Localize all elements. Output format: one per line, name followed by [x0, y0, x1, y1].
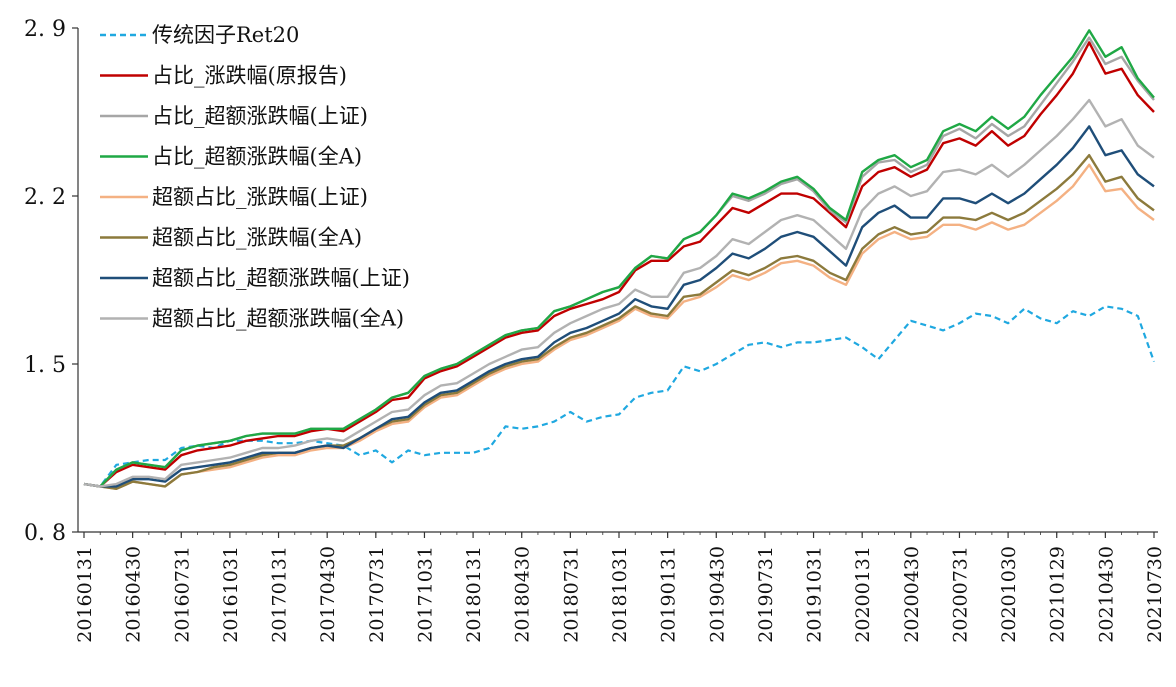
- series-layer: [83, 29, 1156, 490]
- legend-label: 超额占比_超额涨跌幅(全A): [152, 307, 404, 331]
- x-tick-label: 20160731: [171, 546, 193, 643]
- series-line-8: [83, 98, 1155, 488]
- x-tick-label: 20171031: [414, 546, 436, 643]
- x-tick-label: 20170731: [366, 546, 388, 643]
- legend: 传统因子Ret20 占比_涨跌幅(原报告) 占比_超额涨跌幅(上证) 占比_超额涨跌幅…: [100, 23, 410, 331]
- x-tick-label: 20160430: [123, 546, 145, 643]
- legend-label: 占比_涨跌幅(原报告): [152, 64, 347, 88]
- legend-label: 超额占比_涨跌幅(全A): [152, 226, 362, 250]
- x-tick-label: 20191031: [804, 546, 826, 643]
- x-tick-label: 20190731: [755, 546, 777, 643]
- x-tick-label: 20190430: [706, 546, 728, 643]
- legend-label: 占比_超额涨跌幅(全A): [152, 145, 362, 169]
- x-tick-label: 20200430: [901, 546, 923, 643]
- x-tick-label: 20161031: [220, 546, 242, 643]
- y-tick-label: 0. 8: [24, 521, 66, 546]
- legend-label: 超额占比_涨跌幅(上证): [152, 185, 368, 209]
- x-axis: 20160131 20160430 20160731 20161031 20170131…: [74, 531, 1166, 643]
- x-tick-label: 20200731: [949, 546, 971, 643]
- series-line-6: [83, 153, 1155, 490]
- series-line-7: [83, 125, 1155, 488]
- x-tick-label: 20180430: [512, 546, 534, 643]
- x-tick-label: 20200131: [852, 546, 874, 643]
- x-tick-label: 20210730: [1144, 546, 1166, 643]
- series-line-4: [83, 29, 1155, 488]
- x-tick-label: 20190131: [658, 546, 680, 643]
- x-tick-label: 20201030: [998, 546, 1020, 643]
- x-tick-label: 20210430: [1095, 546, 1117, 643]
- x-tick-label: 20170131: [269, 546, 291, 643]
- series-line-5: [83, 163, 1155, 490]
- legend-label: 超额占比_超额涨跌幅(上证): [152, 266, 410, 290]
- legend-label: 占比_超额涨跌幅(上证): [152, 104, 368, 128]
- legend-label: 传统因子Ret20: [152, 23, 299, 47]
- x-tick-label: 20180131: [463, 546, 485, 643]
- x-tick-label: 20160131: [74, 546, 96, 643]
- y-tick-label: 1. 5: [24, 353, 66, 378]
- x-tick-label: 20170430: [317, 546, 339, 643]
- y-axis: 0. 8 1. 5 2. 2 2. 9: [24, 17, 79, 546]
- series-line-1: [83, 305, 1156, 488]
- x-tick-label: 20181031: [609, 546, 631, 643]
- series-line-2: [83, 41, 1155, 488]
- y-tick-label: 2. 2: [24, 185, 66, 210]
- x-tick-label: 20180731: [560, 546, 582, 643]
- x-tick-label: 20210129: [1047, 546, 1069, 643]
- y-tick-label: 2. 9: [24, 17, 66, 42]
